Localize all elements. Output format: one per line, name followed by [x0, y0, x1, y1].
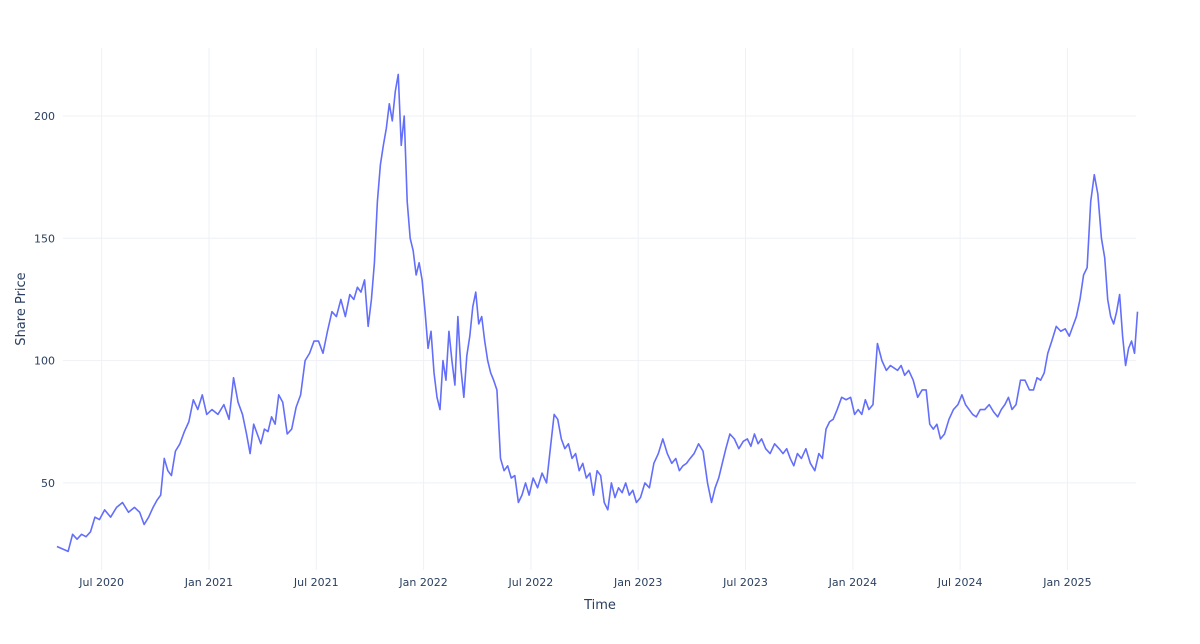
x-tick-label: Jan 2024 [828, 576, 877, 589]
x-tick-label: Jul 2024 [937, 576, 983, 589]
y-axis-title: Share Price [14, 272, 29, 345]
y-tick-label: 100 [34, 355, 55, 368]
x-tick-label: Jul 2023 [722, 576, 768, 589]
y-tick-label: 150 [34, 232, 55, 245]
x-tick-label: Jan 2023 [613, 576, 662, 589]
x-tick-label: Jul 2021 [293, 576, 339, 589]
x-tick-label: Jan 2021 [184, 576, 233, 589]
price-line [56, 73, 1139, 553]
grid [63, 48, 1136, 570]
x-tick-label: Jul 2022 [508, 576, 554, 589]
plot [56, 73, 1139, 553]
x-tick-label: Jan 2022 [398, 576, 447, 589]
y-tick-label: 200 [34, 110, 55, 123]
y-tick-label: 50 [41, 477, 55, 490]
x-axis-title: Time [583, 598, 616, 613]
x-tick-label: Jan 2025 [1042, 576, 1091, 589]
x-tick-label: Jul 2020 [78, 576, 124, 589]
